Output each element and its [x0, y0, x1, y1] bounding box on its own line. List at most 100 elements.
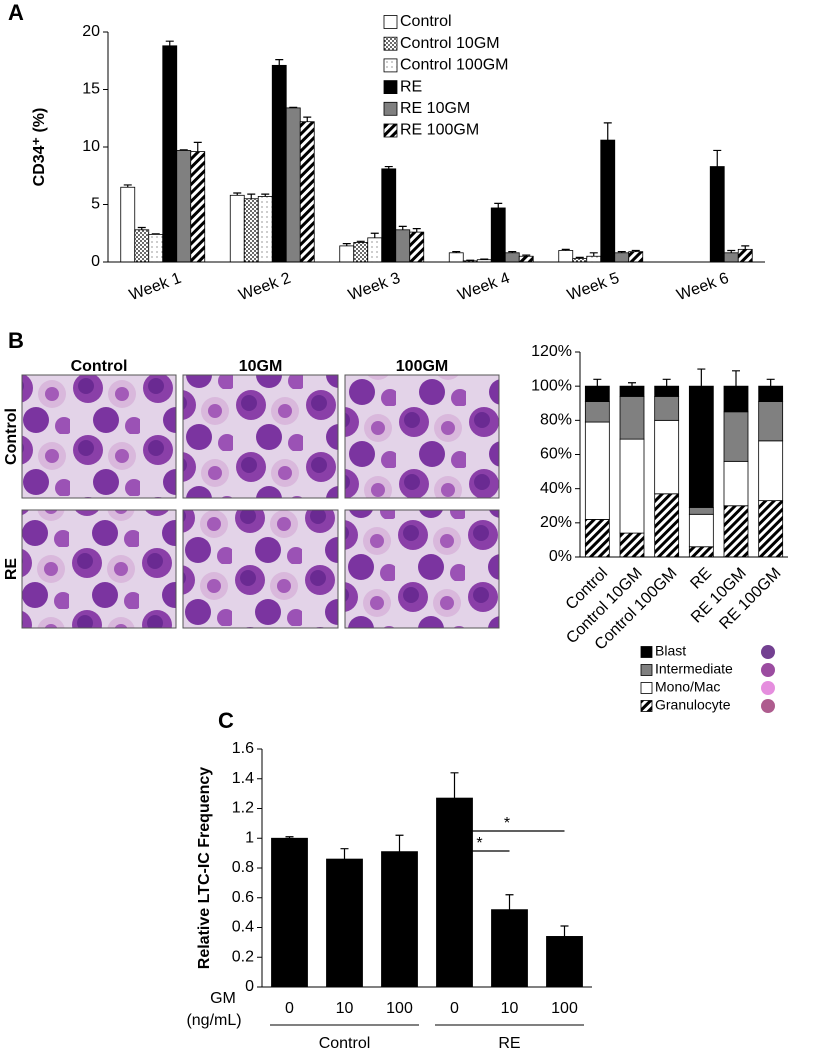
bar	[285, 107, 301, 263]
column-label: 100GM	[396, 358, 448, 375]
bar	[688, 507, 714, 515]
legend-swatch	[640, 682, 653, 694]
y-tick-label: 5	[91, 196, 100, 213]
legend-label: Granulocyte	[655, 697, 731, 713]
significance-label: *	[476, 835, 482, 852]
bar	[723, 505, 749, 558]
cell-icon	[761, 699, 775, 713]
x-tick-label: 100	[551, 1000, 578, 1017]
bar	[381, 168, 397, 263]
error-bar	[589, 252, 598, 257]
panel-label: A	[8, 0, 24, 25]
bar	[586, 255, 602, 263]
error-bar	[727, 249, 736, 253]
bar	[758, 385, 784, 402]
bar	[688, 546, 714, 558]
error-bar	[508, 251, 517, 253]
bar	[436, 797, 473, 988]
bar	[688, 513, 714, 548]
bar	[546, 936, 583, 988]
legend-swatch	[640, 646, 653, 658]
y-tick-label: 0%	[549, 548, 572, 565]
y-tick-label: 20	[82, 23, 100, 40]
legend-label: Control	[400, 13, 452, 30]
x-axis-label: (ng/mL)	[186, 1012, 241, 1029]
error-bar	[766, 378, 775, 387]
cell-icon	[761, 681, 775, 695]
bar	[737, 248, 753, 263]
bar	[504, 252, 520, 263]
error-bar	[356, 240, 365, 243]
bar	[448, 252, 464, 263]
error-bar	[165, 40, 174, 46]
legend-swatch	[383, 58, 398, 73]
row-label: RE	[3, 558, 20, 581]
error-bar	[179, 149, 188, 151]
bar	[176, 150, 192, 263]
y-tick-label: 15	[82, 81, 100, 98]
error-bar	[370, 232, 379, 238]
bar	[619, 396, 645, 440]
bar	[688, 385, 714, 508]
micrograph	[344, 374, 500, 499]
bar	[558, 250, 574, 263]
bar	[229, 194, 245, 263]
error-bar	[631, 249, 640, 252]
error-bar	[384, 165, 393, 169]
x-tick-label: 0	[285, 1000, 294, 1017]
legend-swatch	[383, 123, 398, 138]
bar	[491, 909, 528, 988]
y-tick-label: 10	[82, 138, 100, 155]
legend-label: Control 10GM	[400, 35, 500, 52]
y-tick-label: 120%	[531, 343, 572, 360]
error-bar	[275, 59, 284, 66]
y-axis-label: CD34⁺ (%)	[31, 108, 48, 187]
y-tick-label: 0.8	[232, 859, 254, 876]
bar	[326, 858, 363, 988]
error-bar	[662, 378, 671, 387]
bar	[619, 385, 645, 397]
bar	[339, 245, 355, 263]
legend-swatch	[383, 80, 398, 94]
error-bar	[340, 848, 349, 860]
legend-label: Blast	[655, 643, 686, 659]
micrograph	[21, 509, 177, 629]
error-bar	[713, 149, 722, 167]
panel-label: C	[218, 708, 234, 733]
error-bar	[628, 382, 636, 387]
bar	[758, 500, 784, 558]
bar	[723, 411, 749, 462]
bar	[614, 252, 630, 263]
error-bar	[505, 894, 514, 910]
y-tick-label: 0.6	[232, 889, 254, 906]
error-bar	[561, 248, 570, 251]
bar	[654, 419, 680, 495]
error-bar	[261, 193, 270, 197]
error-bar	[193, 141, 202, 152]
cell-icon	[761, 663, 775, 677]
y-axis-label: Relative LTC-IC Frequency	[196, 767, 213, 970]
row-label: Control	[3, 408, 20, 465]
bar	[619, 438, 645, 534]
y-tick-label: 0.4	[232, 919, 254, 936]
bar	[709, 166, 725, 263]
error-bar	[285, 836, 294, 839]
bar	[162, 45, 178, 263]
bar	[654, 385, 680, 397]
y-tick-label: 0.2	[232, 948, 254, 965]
panel-label: B	[8, 328, 24, 353]
column-label: 10GM	[239, 358, 283, 375]
error-bar	[732, 370, 740, 387]
x-tick-label: Week 1	[127, 270, 184, 304]
bar	[600, 139, 616, 263]
bar	[190, 151, 206, 263]
y-tick-label: 1.4	[232, 770, 254, 787]
bar	[758, 401, 784, 442]
error-bar	[123, 184, 132, 188]
bar	[723, 460, 749, 507]
x-tick-label: Week 6	[675, 270, 732, 304]
bar	[628, 251, 644, 263]
x-tick-label: Week 4	[456, 270, 513, 304]
bar	[584, 421, 610, 520]
x-tick-label: 100	[386, 1000, 413, 1017]
